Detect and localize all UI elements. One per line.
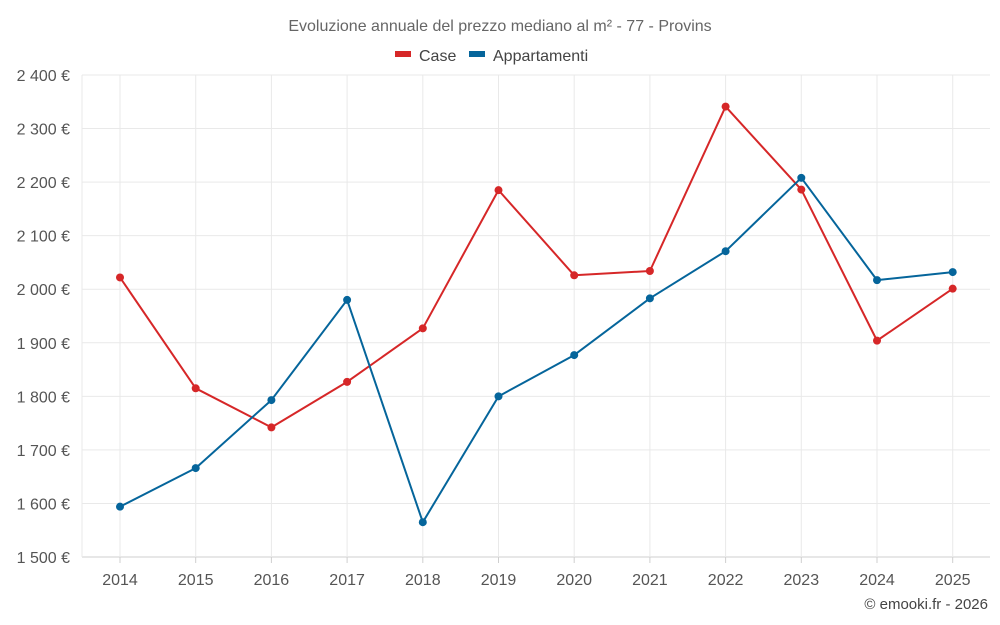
y-tick-label: 1 900 € xyxy=(17,336,70,353)
y-tick-label: 1 600 € xyxy=(17,496,70,513)
data-point-case-2018[interactable] xyxy=(418,324,427,333)
x-tick-label-2017: 2017 xyxy=(329,572,365,589)
y-tick-label: 1 800 € xyxy=(17,389,70,406)
data-point-appartamenti-2015[interactable] xyxy=(191,464,200,473)
y-tick-label: 1 700 € xyxy=(17,443,70,460)
x-tick-label-2023: 2023 xyxy=(784,572,820,589)
data-point-case-2019[interactable] xyxy=(494,186,503,195)
x-tick-label-2016: 2016 xyxy=(254,572,290,589)
data-point-case-2025[interactable] xyxy=(948,284,957,293)
legend-label-case[interactable]: Case xyxy=(419,48,456,65)
series-line-case xyxy=(119,105,954,429)
x-axis: 2014 2015 2016 2017 2018 2019 2020 2021 2022 2023… xyxy=(102,557,971,589)
series-case xyxy=(116,102,957,432)
legend-item-case[interactable]: Case xyxy=(395,48,456,65)
data-point-case-2014[interactable] xyxy=(116,273,124,282)
data-point-case-2017[interactable] xyxy=(343,377,352,386)
y-tick-label: 1 500 € xyxy=(17,550,70,567)
grid xyxy=(81,74,990,558)
series-line-appartamenti xyxy=(119,176,953,524)
x-tick-label-2024: 2024 xyxy=(859,572,895,589)
x-tick-label-2021: 2021 xyxy=(632,572,668,589)
legend-item-appartamenti[interactable]: Appartamenti xyxy=(469,48,588,65)
data-point-case-2020[interactable] xyxy=(570,271,579,280)
data-point-case-2022[interactable] xyxy=(721,102,730,111)
data-point-case-2024[interactable] xyxy=(873,336,881,345)
x-tick-label-2015: 2015 xyxy=(178,572,214,589)
credit-text: © emooki.fr - 2026 xyxy=(864,596,988,613)
y-tick-label: 2 400 € xyxy=(17,68,70,85)
y-tick-label: 2 000 € xyxy=(17,282,70,299)
y-tick-label: 2 100 € xyxy=(17,229,70,246)
data-point-appartamenti-2022[interactable] xyxy=(721,247,730,256)
x-tick-label-2020: 2020 xyxy=(556,572,592,589)
data-point-appartamenti-2024[interactable] xyxy=(873,276,881,285)
chart-title: Evoluzione annuale del prezzo mediano al… xyxy=(288,18,711,35)
x-tick-label-2014: 2014 xyxy=(102,572,138,589)
data-point-case-2016[interactable] xyxy=(267,423,276,432)
series xyxy=(116,102,957,527)
data-point-appartamenti-2023[interactable] xyxy=(797,173,806,182)
x-tick-label-2019: 2019 xyxy=(481,572,517,589)
data-point-appartamenti-2019[interactable] xyxy=(494,392,503,401)
data-point-appartamenti-2017[interactable] xyxy=(343,295,352,304)
data-point-appartamenti-2021[interactable] xyxy=(645,294,654,303)
x-tick-label-2025: 2025 xyxy=(935,572,971,589)
data-point-case-2015[interactable] xyxy=(191,384,200,393)
data-point-appartamenti-2018[interactable] xyxy=(418,518,427,527)
x-tick-label-2022: 2022 xyxy=(708,572,744,589)
data-point-case-2021[interactable] xyxy=(645,267,654,276)
y-axis: 1 500 € 1 600 € 1 700 € 1 800 € 1 900 € 2 000… xyxy=(17,68,70,567)
y-tick-label: 2 200 € xyxy=(17,175,70,192)
data-point-appartamenti-2020[interactable] xyxy=(570,351,579,360)
legend[interactable]: Case Appartamenti xyxy=(395,48,588,65)
data-point-appartamenti-2025[interactable] xyxy=(948,268,957,277)
series-appartamenti xyxy=(116,173,957,527)
y-tick-label: 2 300 € xyxy=(17,122,70,139)
legend-label-appartamenti[interactable]: Appartamenti xyxy=(493,48,588,65)
data-point-appartamenti-2016[interactable] xyxy=(267,396,276,405)
x-tick-label-2018: 2018 xyxy=(405,572,441,589)
data-point-case-2023[interactable] xyxy=(797,185,806,194)
legend-swatch-case xyxy=(395,51,411,57)
legend-swatch-appartamenti xyxy=(469,51,485,57)
data-point-appartamenti-2014[interactable] xyxy=(116,502,124,511)
